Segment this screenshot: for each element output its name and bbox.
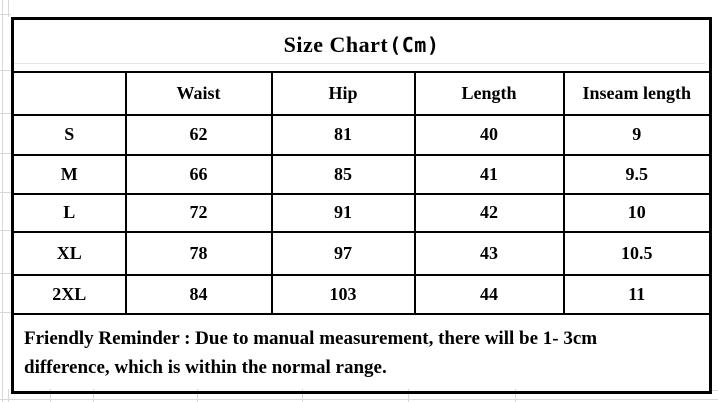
cell-length: 40: [413, 113, 565, 156]
spreadsheet-gridline: [8, 389, 9, 402]
cell-inseam: 11: [562, 273, 712, 315]
reminder-row: Friendly Reminder : Due to manual measur…: [11, 312, 712, 393]
cell-waist: 72: [124, 192, 273, 233]
friendly-reminder-note: Friendly Reminder : Due to manual measur…: [11, 312, 712, 393]
col-header-hip: Hip: [270, 70, 416, 116]
cell-waist: 66: [124, 153, 273, 195]
reminder-line-2: difference, which is within the normal r…: [24, 356, 387, 378]
spreadsheet-gridline: [0, 14, 11, 15]
cell-inseam: 9.5: [562, 153, 712, 195]
cell-hip: 81: [270, 113, 416, 156]
spreadsheet-gridline: [515, 389, 516, 402]
reminder-line-1: Friendly Reminder : Due to manual measur…: [24, 327, 598, 349]
cell-hip: 85: [270, 153, 416, 195]
cell-waist: 84: [124, 273, 273, 315]
table-row-xl: XL 78 97 43 10.5: [11, 230, 712, 276]
spreadsheet-gridline: [93, 389, 94, 402]
spreadsheet-gridline: [2, 0, 3, 402]
cell-inseam: 10: [562, 192, 712, 233]
spreadsheet-gridline: [0, 273, 11, 274]
table-row-s: S 62 81 40 9: [11, 113, 712, 156]
spreadsheet-gridline: [408, 389, 409, 402]
spreadsheet-gridline: [302, 389, 303, 402]
spreadsheet-gridline: [197, 389, 198, 402]
col-header-inseam-length: Inseam length: [562, 70, 712, 116]
cell-length: 43: [413, 230, 565, 276]
cell-size: M: [11, 153, 127, 195]
title-text: Size Chart: [283, 32, 389, 58]
col-header-waist: Waist: [124, 70, 273, 116]
spreadsheet-gridline: [0, 399, 718, 400]
cell-size: XL: [11, 230, 127, 276]
spreadsheet-gridline: [0, 312, 11, 313]
cell-inseam: 9: [562, 113, 712, 156]
cell-size: S: [11, 113, 127, 156]
cell-waist: 78: [124, 230, 273, 276]
spreadsheet-gridline: [0, 230, 11, 231]
table-row-l: L 72 91 42 10: [11, 192, 712, 233]
cell-hip: 103: [270, 273, 416, 315]
spreadsheet-gridline: [0, 113, 11, 114]
cell-size: 2XL: [11, 273, 127, 315]
spreadsheet-gridline: [0, 153, 11, 154]
cell-length: 42: [413, 192, 565, 233]
cell-inseam: 10.5: [562, 230, 712, 276]
spreadsheet-gridline: [709, 390, 718, 391]
spreadsheet-gridline: [8, 0, 9, 17]
table-row-2xl: 2XL 84 103 44 11: [11, 273, 712, 315]
title-unit: (Cm): [389, 33, 440, 58]
cell-length: 41: [413, 153, 565, 195]
cell-length: 44: [413, 273, 565, 315]
spreadsheet-gridline: [0, 192, 11, 193]
title-row: Size Chart(Cm): [11, 17, 712, 73]
page-title: Size Chart(Cm): [11, 17, 712, 73]
cell-hip: 97: [270, 230, 416, 276]
spreadsheet-gridline: [0, 70, 11, 71]
cell-size: L: [11, 192, 127, 233]
table-row-m: M 66 85 41 9.5: [11, 153, 712, 195]
header-row: Waist Hip Length Inseam length: [11, 70, 712, 116]
cell-hip: 91: [270, 192, 416, 233]
cell-waist: 62: [124, 113, 273, 156]
size-chart-table: Size Chart(Cm) Waist Hip Length Inseam l…: [11, 17, 713, 394]
col-header-length: Length: [413, 70, 565, 116]
spreadsheet-gridline: [50, 389, 51, 402]
col-header-size: [11, 70, 127, 116]
